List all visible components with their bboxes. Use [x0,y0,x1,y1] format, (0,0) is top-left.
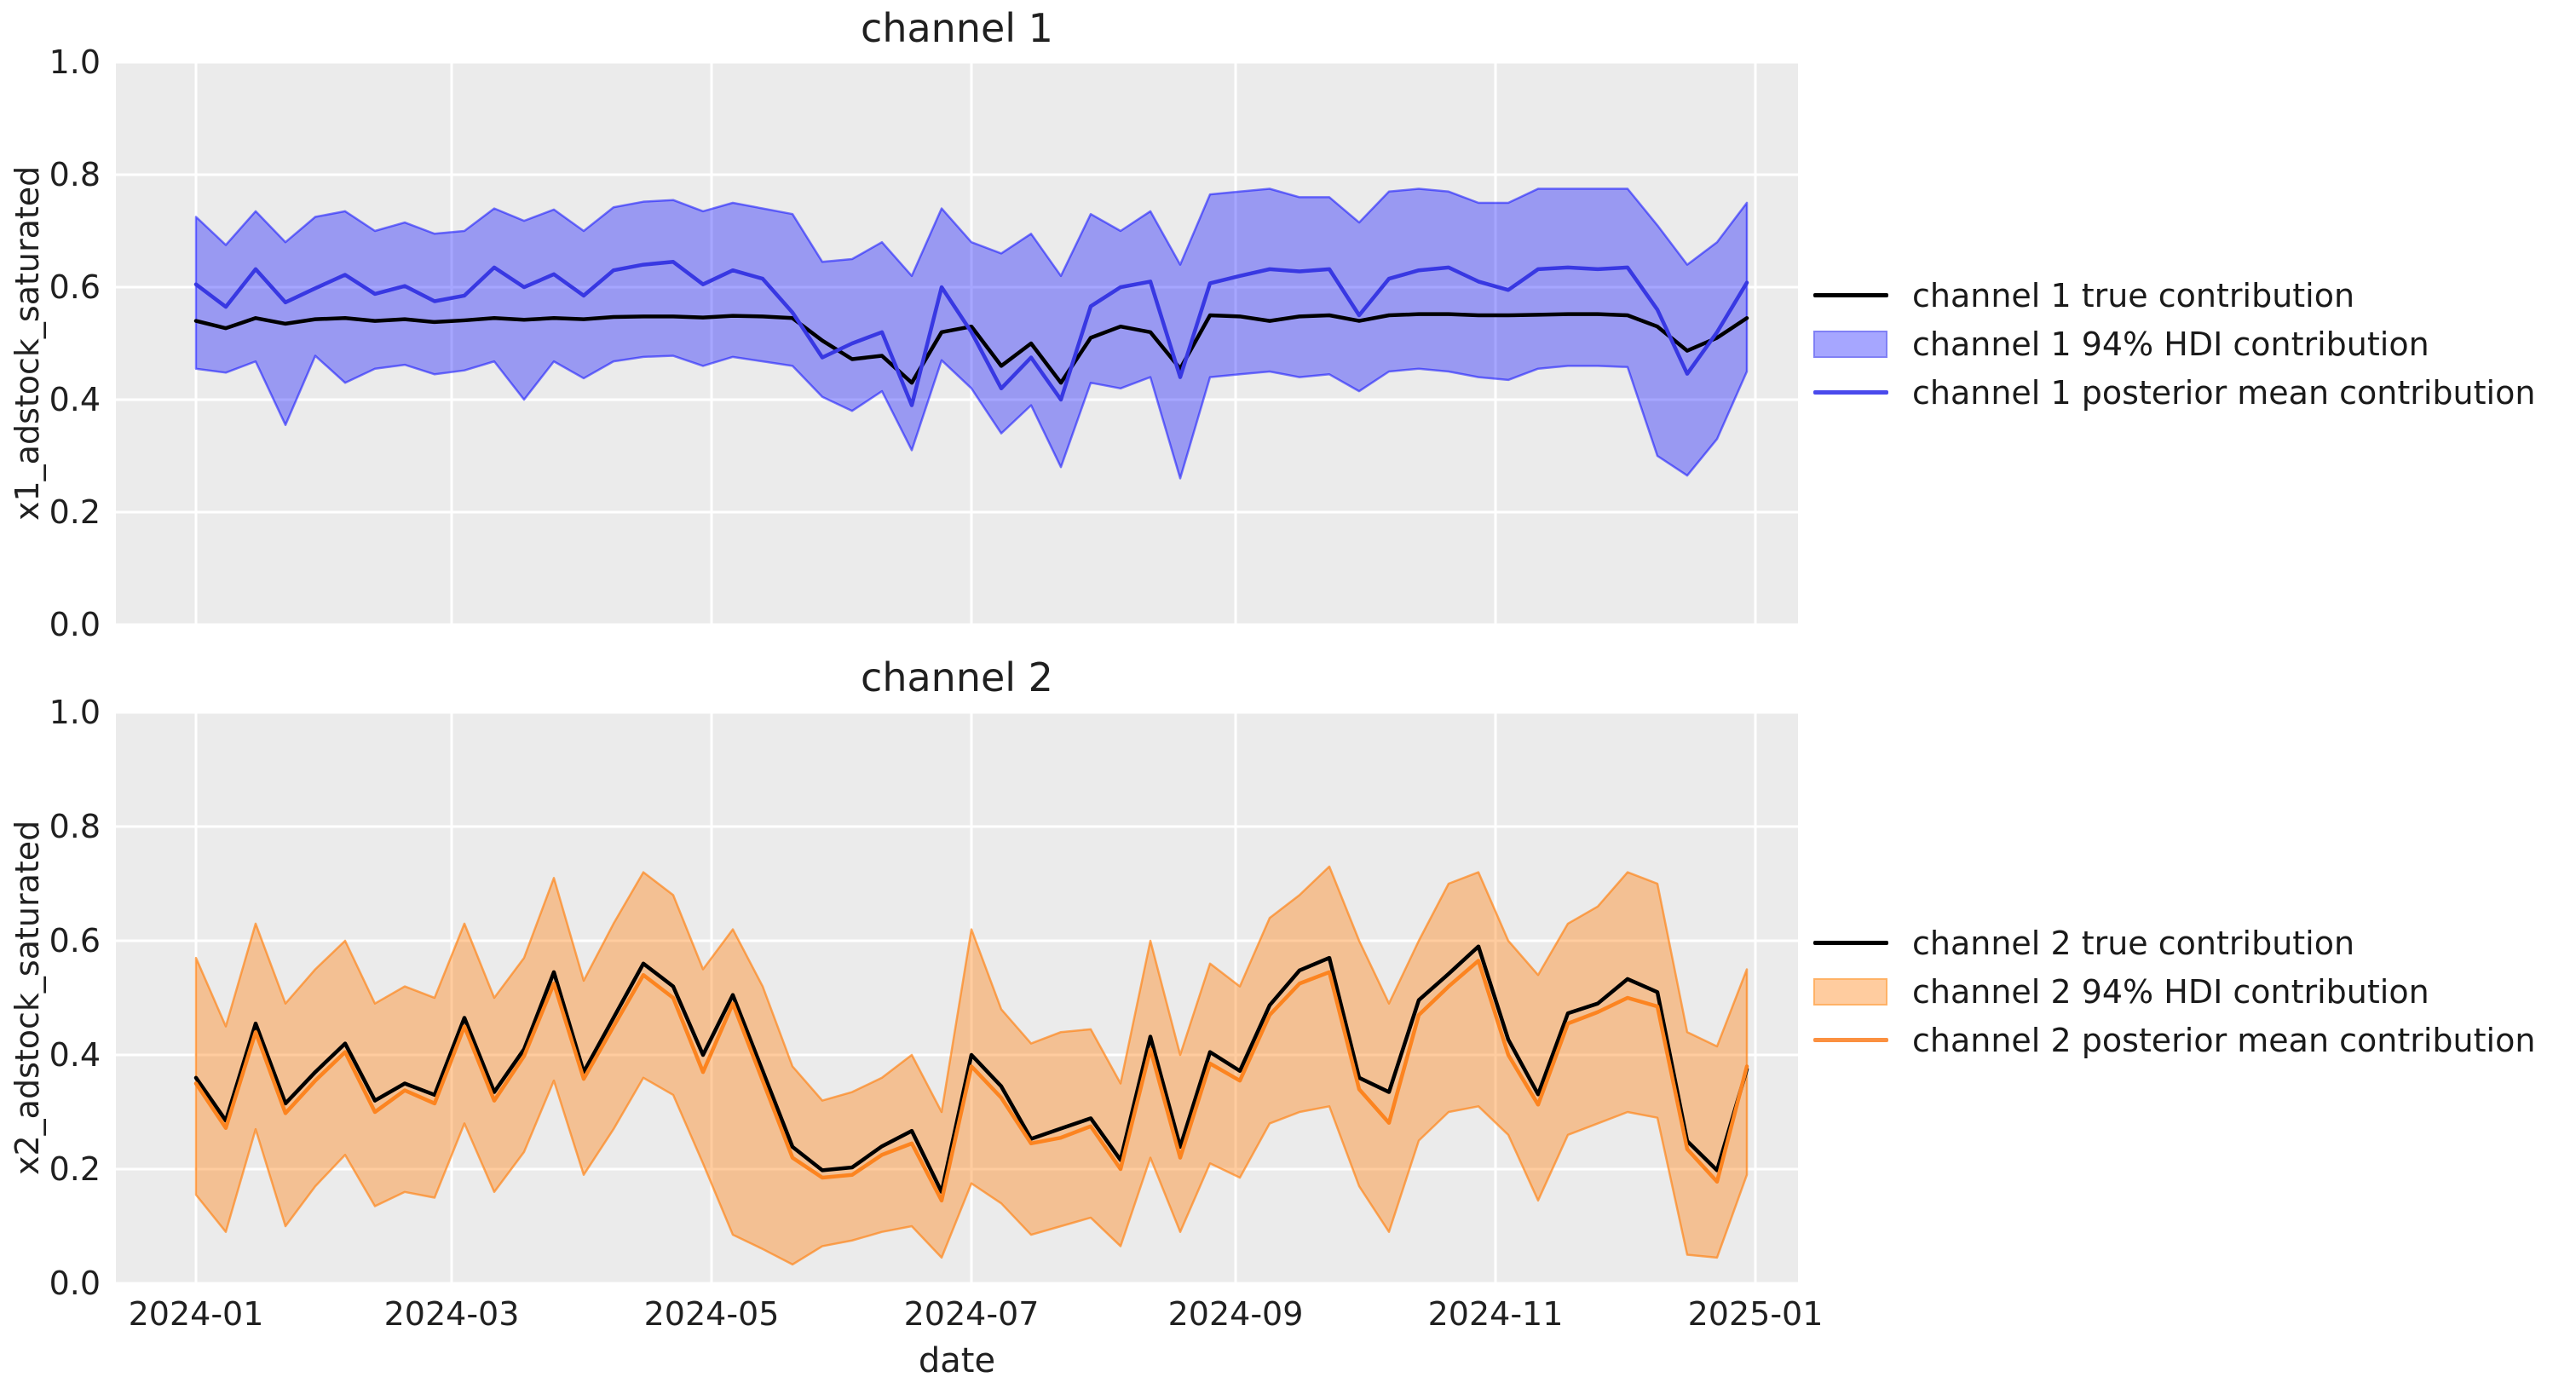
line-icon [1813,390,1888,395]
y-tick-label: 0.2 [49,1150,101,1188]
posterior-mean-line [193,959,1749,1203]
panel2-plot-area [116,712,1798,1283]
panel1-legend: channel 1 true contribution channel 1 94%… [1813,271,2535,417]
legend-label: channel 2 posterior mean contribution [1912,1021,2536,1059]
legend-item: channel 2 94% HDI contribution [1813,967,2535,1016]
panel2-legend: channel 2 true contribution channel 2 94%… [1813,919,2535,1064]
legend-line-swatch [1813,941,1888,945]
legend-item: channel 1 94% HDI contribution [1813,320,2535,368]
y-tick-label: 0.0 [49,1265,101,1302]
legend-item: channel 2 posterior mean contribution [1813,1016,2535,1064]
y-tick-label: 0.0 [49,606,101,643]
posterior-mean-line [193,260,1749,407]
y-tick-label: 0.8 [49,156,101,193]
y-tick-label: 0.4 [49,1036,101,1074]
x-tick-label: 2024-03 [383,1295,520,1333]
legend-label: channel 2 true contribution [1912,924,2355,962]
y-tick-label: 0.4 [49,381,101,418]
line-icon [1813,293,1888,297]
legend-label: channel 1 94% HDI contribution [1912,325,2429,363]
hdi-band-icon [1813,977,1887,1006]
panel2-title: channel 2 [861,654,1053,700]
legend-line-swatch [1813,390,1888,395]
legend-item: channel 2 true contribution [1813,919,2535,967]
legend-label: channel 1 true contribution [1912,276,2355,314]
x-tick-label: 2024-05 [643,1295,780,1333]
y-tick-label: 1.0 [49,43,101,81]
panel1-plot-area [116,62,1798,625]
panel2-y-axis-label: x2_adstock_saturated [9,820,46,1176]
y-tick-label: 0.2 [49,493,101,531]
legend-label: channel 1 posterior mean contribution [1912,373,2536,412]
legend-item: channel 1 true contribution [1813,271,2535,320]
y-tick-label: 0.6 [49,268,101,306]
line-icon [1813,941,1888,945]
x-tick-label: 2024-07 [903,1295,1040,1333]
legend-line-swatch [1813,293,1888,297]
x-tick-label: 2025-01 [1687,1295,1824,1333]
legend-patch-swatch [1813,977,1888,1006]
y-tick-label: 1.0 [49,694,101,731]
panel1-title: channel 1 [861,5,1053,51]
legend-label: channel 2 94% HDI contribution [1912,972,2429,1011]
panel1-y-axis-label: x1_adstock_saturated [9,165,46,522]
x-axis-label: date [918,1341,996,1380]
y-tick-label: 0.6 [49,922,101,959]
legend-line-swatch [1813,1038,1888,1042]
y-tick-label: 0.8 [49,808,101,845]
hdi-band-icon [1813,330,1887,358]
true-contribution-line [193,944,1749,1195]
legend-item: channel 1 posterior mean contribution [1813,368,2535,417]
true-contribution-line [193,312,1749,385]
x-tick-label: 2024-09 [1167,1295,1304,1333]
legend-patch-swatch [1813,330,1888,358]
x-tick-label: 2024-11 [1427,1295,1564,1333]
line-icon [1813,1038,1888,1042]
x-tick-label: 2024-01 [128,1295,264,1333]
